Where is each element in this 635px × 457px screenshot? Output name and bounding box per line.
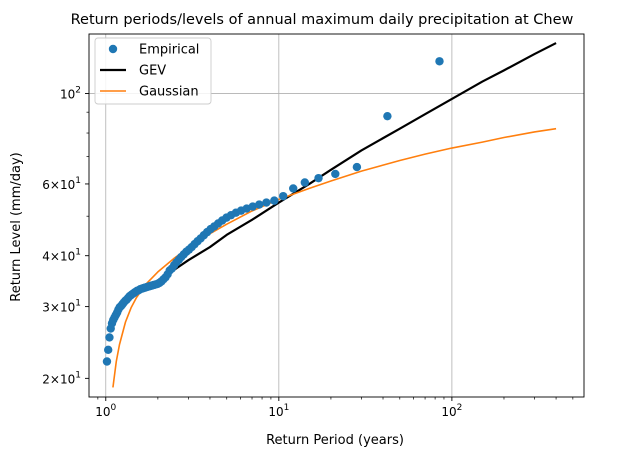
legend: Empirical GEV Gaussian	[94, 37, 212, 105]
data-point	[102, 357, 112, 366]
legend-label: Empirical	[139, 43, 199, 58]
data-point	[105, 333, 114, 342]
y-tick-label: 2×101	[42, 370, 81, 386]
series-line-2	[112, 127, 557, 388]
plot-area	[102, 42, 557, 388]
legend-label: Gaussian	[139, 85, 199, 100]
data-point	[300, 178, 310, 187]
data-point	[314, 173, 323, 183]
y-tick-label: 6×101	[42, 176, 81, 192]
legend-marker	[108, 44, 118, 54]
data-point	[331, 169, 340, 179]
y-tick-label: 102	[60, 86, 81, 102]
data-point	[104, 345, 113, 355]
x-tick-label: 102	[441, 403, 462, 419]
data-point	[383, 111, 392, 121]
legend-box	[94, 37, 212, 105]
data-point	[255, 200, 264, 209]
y-tick-label: 4×101	[42, 248, 81, 264]
data-point	[279, 191, 288, 201]
x-axis-label: Return Period (years)	[266, 433, 404, 448]
x-tick-label: 101	[268, 403, 289, 419]
axes: 100 101 102 2×101 3×101 4×101 6×101 102	[42, 33, 585, 419]
data-point	[248, 202, 257, 211]
x-tick-label: 100	[95, 403, 116, 419]
data-point	[289, 184, 298, 193]
data-point	[352, 162, 362, 172]
data-point	[270, 196, 279, 205]
plot-frame	[88, 33, 585, 398]
y-axis-label: Return Level (mm/day)	[9, 152, 24, 301]
data-point	[435, 57, 444, 66]
data-point	[262, 198, 271, 207]
y-tick-label: 3×101	[42, 299, 81, 315]
legend-label: GEV	[139, 64, 166, 79]
chart-title: Return periods/levels of annual maximum …	[71, 12, 574, 28]
